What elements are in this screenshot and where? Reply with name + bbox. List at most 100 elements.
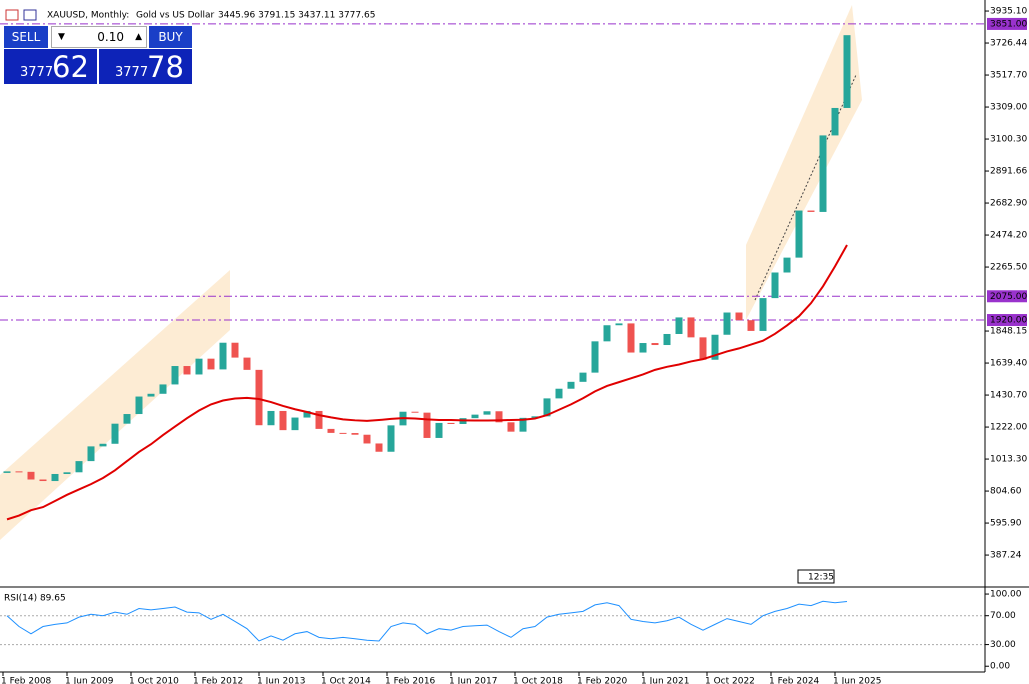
y-tick-label: 2474.20 — [990, 231, 1027, 241]
plot: 3935.10 3726.44 3517.70 3309.00 3100.30 2891.… — [0, 7, 1027, 684]
x-tick-label: 1 Feb 2020 — [577, 677, 628, 684]
candle — [795, 210, 803, 258]
buy-button[interactable]: BUY — [149, 26, 192, 48]
candle — [315, 410, 323, 429]
candle — [207, 358, 215, 370]
y-tick-label: 70.00 — [990, 611, 1016, 621]
candle — [735, 312, 743, 321]
buy-price[interactable]: 3777 78 — [99, 49, 192, 84]
candle — [771, 272, 779, 299]
volume: 0.10 — [97, 30, 124, 44]
volume-input[interactable]: ▼ 0.10 ▲ — [51, 26, 147, 48]
candle — [831, 107, 839, 136]
time-box — [797, 569, 835, 584]
candle — [135, 396, 143, 415]
up-arrow[interactable]: ▲ — [135, 32, 142, 42]
candle — [3, 471, 11, 473]
candle — [519, 417, 527, 432]
rsi-label: RSI(14) 89.65 — [4, 594, 66, 604]
candle — [303, 410, 311, 418]
y-tick-label: 1013.30 — [990, 455, 1027, 465]
candle — [63, 472, 71, 474]
candle — [447, 422, 455, 424]
moving-average — [6, 244, 848, 521]
candle — [363, 434, 371, 444]
x-tick-label: 1 Oct 2022 — [705, 677, 755, 684]
price-big: 3777 — [20, 65, 54, 80]
icon[interactable] — [5, 9, 19, 21]
x-tick-label: 1 Feb 2016 — [385, 677, 436, 684]
level-label: 3851.00 — [990, 19, 1027, 29]
price-pips: 62 — [52, 50, 89, 84]
candle — [387, 425, 395, 452]
sell-price[interactable]: 3777 62 — [4, 49, 97, 84]
candle — [279, 410, 287, 431]
candle — [759, 298, 767, 331]
candle — [603, 325, 611, 342]
candle — [615, 323, 623, 326]
y-tick-label: 2891.66 — [990, 167, 1027, 177]
candle — [39, 479, 47, 482]
x-tick-label: 1 Jun 2013 — [257, 677, 305, 684]
level-box — [987, 314, 1027, 327]
candle — [651, 343, 659, 346]
sell-button[interactable]: SELL — [4, 26, 48, 48]
candle — [15, 471, 23, 473]
candle — [231, 342, 239, 358]
y-tick-label: 595.90 — [990, 519, 1022, 529]
description: Gold vs US Dollar — [136, 11, 215, 21]
candle — [711, 334, 719, 360]
candle — [567, 381, 575, 389]
level-box — [987, 17, 1027, 30]
candle — [579, 372, 587, 382]
x-tick-label: 1 Feb 2024 — [769, 677, 820, 684]
candle — [819, 135, 827, 212]
y-tick-label: 3726.44 — [990, 39, 1027, 49]
rsi-line — [6, 600, 848, 642]
candle — [183, 366, 191, 375]
candle — [99, 443, 107, 447]
candle — [123, 414, 131, 424]
level-label: 2075.00 — [990, 292, 1027, 302]
y-tick-label: 1222.00 — [990, 423, 1027, 433]
candle — [147, 393, 155, 397]
x-tick-label: 1 Oct 2014 — [321, 677, 371, 684]
candle — [783, 257, 791, 273]
y-tick-label: 3935.10 — [990, 7, 1027, 17]
candle — [675, 317, 683, 334]
y-tick-label: 804.60 — [990, 487, 1022, 497]
candle — [747, 320, 755, 331]
candle — [327, 428, 335, 433]
candle — [159, 384, 167, 394]
icon[interactable] — [23, 9, 37, 21]
candle — [27, 471, 35, 480]
candle — [591, 341, 599, 373]
y-tick-label: 100.00 — [990, 590, 1022, 600]
candle — [267, 410, 275, 426]
time-label: 12:35 — [808, 573, 834, 583]
candle — [375, 443, 383, 452]
candle — [543, 398, 551, 417]
candle — [639, 343, 647, 353]
level-label: 1920.00 — [990, 316, 1027, 326]
y-tick-label: 1639.40 — [990, 359, 1027, 369]
candle — [75, 461, 83, 473]
y-tick-label: 2682.90 — [990, 199, 1027, 209]
candle — [219, 342, 227, 370]
price-pips: 78 — [147, 50, 184, 84]
candle — [807, 210, 815, 212]
y-tick-label: 2265.50 — [990, 263, 1027, 273]
candle — [195, 358, 203, 375]
trade-panel: SELL ▼ 0.10 ▲ BUY 3777 62 3777 78 — [4, 26, 192, 84]
x-tick-label: 1 Feb 2008 — [1, 677, 52, 684]
candle — [531, 416, 539, 418]
down-arrow[interactable]: ▼ — [58, 32, 65, 42]
y-tick-label: 1430.70 — [990, 391, 1027, 401]
candle — [507, 422, 515, 432]
y-tick-label: 30.00 — [990, 640, 1016, 650]
candle — [339, 432, 347, 434]
candle — [423, 412, 431, 438]
candle — [663, 333, 671, 346]
y-tick-label: 3309.00 — [990, 103, 1027, 113]
